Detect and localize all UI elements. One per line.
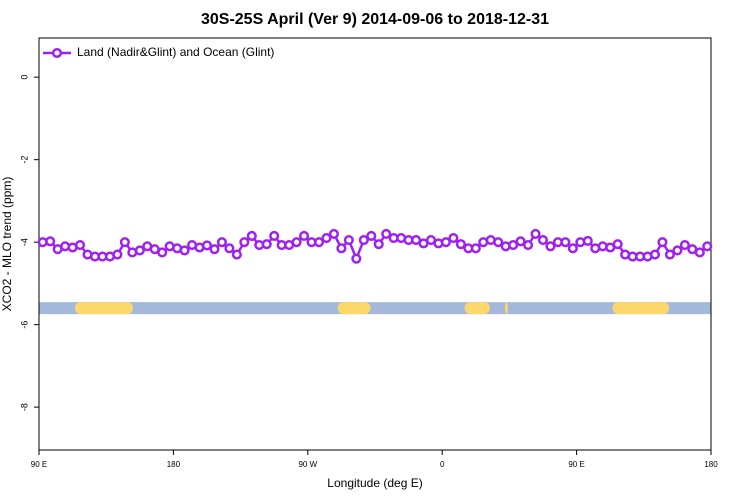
data-point bbox=[537, 235, 549, 246]
data-point bbox=[523, 239, 534, 251]
data-point bbox=[239, 237, 250, 248]
data-point bbox=[209, 244, 220, 255]
data-point bbox=[672, 245, 683, 256]
data-point bbox=[313, 237, 325, 248]
surface-band bbox=[39, 302, 711, 315]
data-point bbox=[448, 232, 459, 244]
data-point bbox=[440, 237, 451, 248]
y-axis-label: XCO2 - MLO trend (ppm) bbox=[0, 177, 14, 312]
data-point bbox=[545, 241, 556, 252]
data-point bbox=[351, 253, 362, 264]
data-point bbox=[582, 235, 593, 246]
data-point bbox=[157, 247, 168, 258]
land-segment bbox=[464, 302, 490, 315]
data-point bbox=[343, 235, 354, 246]
data-point bbox=[231, 249, 242, 260]
x-tick-label: 90 E bbox=[31, 460, 47, 469]
data-point bbox=[702, 241, 713, 252]
data-point bbox=[515, 236, 526, 247]
legend-label: Land (Nadir&Glint) and Ocean (Glint) bbox=[77, 45, 274, 59]
data-point bbox=[269, 230, 280, 242]
data-point bbox=[75, 239, 86, 251]
land-segment bbox=[612, 302, 670, 315]
data-point bbox=[373, 239, 384, 250]
y-tick-label: 0 bbox=[19, 75, 29, 80]
land-segment bbox=[74, 302, 134, 315]
data-point bbox=[381, 228, 392, 239]
land-segment bbox=[504, 302, 508, 315]
data-point bbox=[179, 245, 190, 256]
legend-marker bbox=[51, 47, 63, 59]
data-point bbox=[216, 237, 227, 248]
data-point bbox=[224, 243, 235, 254]
data-point bbox=[657, 237, 668, 248]
data-point bbox=[358, 235, 369, 246]
data-point bbox=[493, 237, 504, 248]
data-point bbox=[567, 243, 578, 254]
data-point bbox=[45, 236, 56, 247]
data-point bbox=[291, 237, 302, 248]
data-point bbox=[246, 230, 257, 242]
data-point bbox=[649, 249, 661, 260]
y-tick-label: -8 bbox=[19, 403, 29, 411]
y-tick-label: -4 bbox=[19, 238, 29, 246]
data-point bbox=[336, 243, 347, 254]
data-point bbox=[508, 239, 519, 251]
x-tick-label: 180 bbox=[704, 460, 718, 469]
data-point bbox=[366, 230, 377, 242]
data-point bbox=[201, 240, 213, 251]
x-tick-label: 180 bbox=[167, 460, 181, 469]
data-point bbox=[112, 249, 123, 260]
x-tick-label: 90 E bbox=[568, 460, 584, 469]
data-point bbox=[321, 232, 332, 244]
data-point bbox=[612, 239, 623, 250]
data-point bbox=[328, 228, 339, 239]
data-point bbox=[470, 243, 481, 254]
x-axis-label: Longitude (deg E) bbox=[327, 476, 422, 490]
x-tick-label: 0 bbox=[440, 460, 445, 469]
data-point bbox=[134, 245, 145, 256]
data-point bbox=[455, 239, 466, 250]
data-point bbox=[261, 239, 272, 250]
data-point bbox=[119, 237, 130, 248]
data-point bbox=[299, 230, 310, 242]
land-segment bbox=[337, 302, 371, 315]
y-tick-label: -2 bbox=[19, 156, 29, 164]
data-point bbox=[560, 237, 571, 248]
y-tick-label: -6 bbox=[19, 321, 29, 329]
chart-title: 30S-25S April (Ver 9) 2014-09-06 to 2018… bbox=[201, 11, 549, 28]
data-point bbox=[664, 249, 675, 260]
data-point bbox=[530, 228, 541, 239]
x-tick-label: 90 W bbox=[298, 460, 317, 469]
data-point bbox=[694, 247, 705, 258]
data-point bbox=[679, 239, 690, 251]
